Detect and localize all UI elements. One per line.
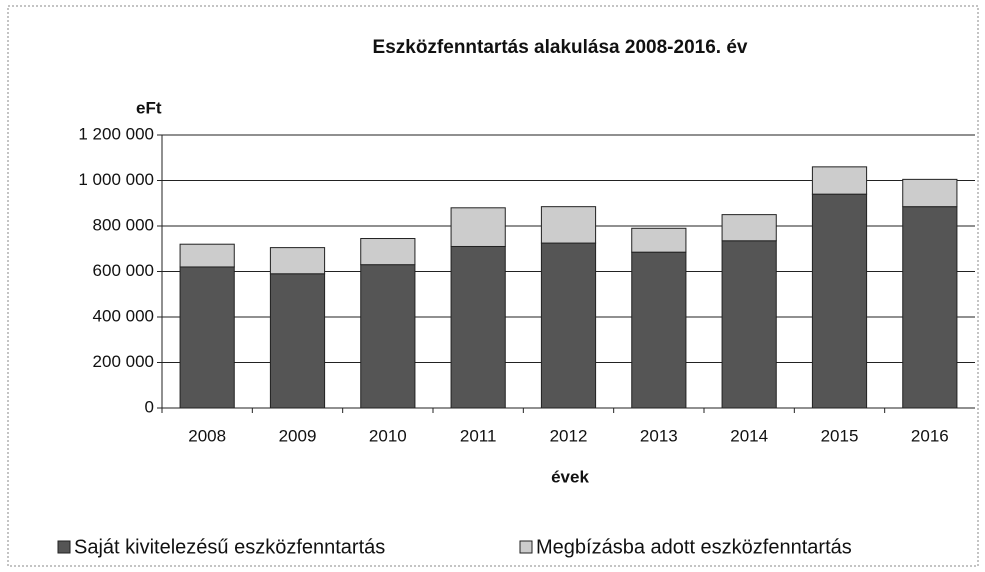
legend-swatch [57,540,71,554]
bar-segment [721,214,777,242]
x-tick-label: 2010 [369,426,407,445]
y-tick-label: 1 000 000 [78,170,154,189]
x-tick-label: 2009 [279,426,317,445]
bar-segment [179,243,235,268]
x-tick-label: 2016 [911,426,949,445]
bar-segment [269,247,326,275]
y-axis-label: eFt [136,98,162,117]
y-tick-label: 800 000 [93,215,154,234]
y-tick-label: 600 000 [93,261,154,280]
y-tick-label: 400 000 [93,306,154,325]
x-tick-label: 2014 [730,426,768,445]
bar-segment [179,266,235,409]
bar-segment [450,245,506,409]
x-tick-label: 2011 [460,426,497,445]
legend-label: Megbízásba adott eszközfenntartás [536,536,852,558]
x-tick-label: 2012 [550,426,588,445]
legend-swatch [519,540,533,554]
bar-segment [631,251,687,409]
bar-segment [902,206,958,409]
bar-segment [631,227,687,253]
x-tick-label: 2013 [640,426,678,445]
bar-segment [269,273,326,409]
frame [7,5,979,567]
y-tick-label: 200 000 [93,352,154,371]
y-tick-label: 1 200 000 [78,124,154,143]
y-tick-label: 0 [145,397,154,416]
bar-segment [811,166,868,195]
bar-segment [721,240,777,409]
bar-segment [360,264,416,409]
bar-segment [360,238,416,266]
legend-label: Saját kivitelezésű eszközfenntartás [74,536,385,558]
bar-segment [811,193,868,409]
bar-segment [540,242,597,409]
x-tick-label: 2015 [821,426,859,445]
bar-segment [450,207,506,247]
bar-segment [540,206,597,244]
bar-segment [902,178,958,208]
chart-title: Eszközfenntartás alakulása 2008-2016. év [373,37,748,58]
x-tick-label: 2008 [188,426,226,445]
x-axis-label: évek [551,467,589,486]
